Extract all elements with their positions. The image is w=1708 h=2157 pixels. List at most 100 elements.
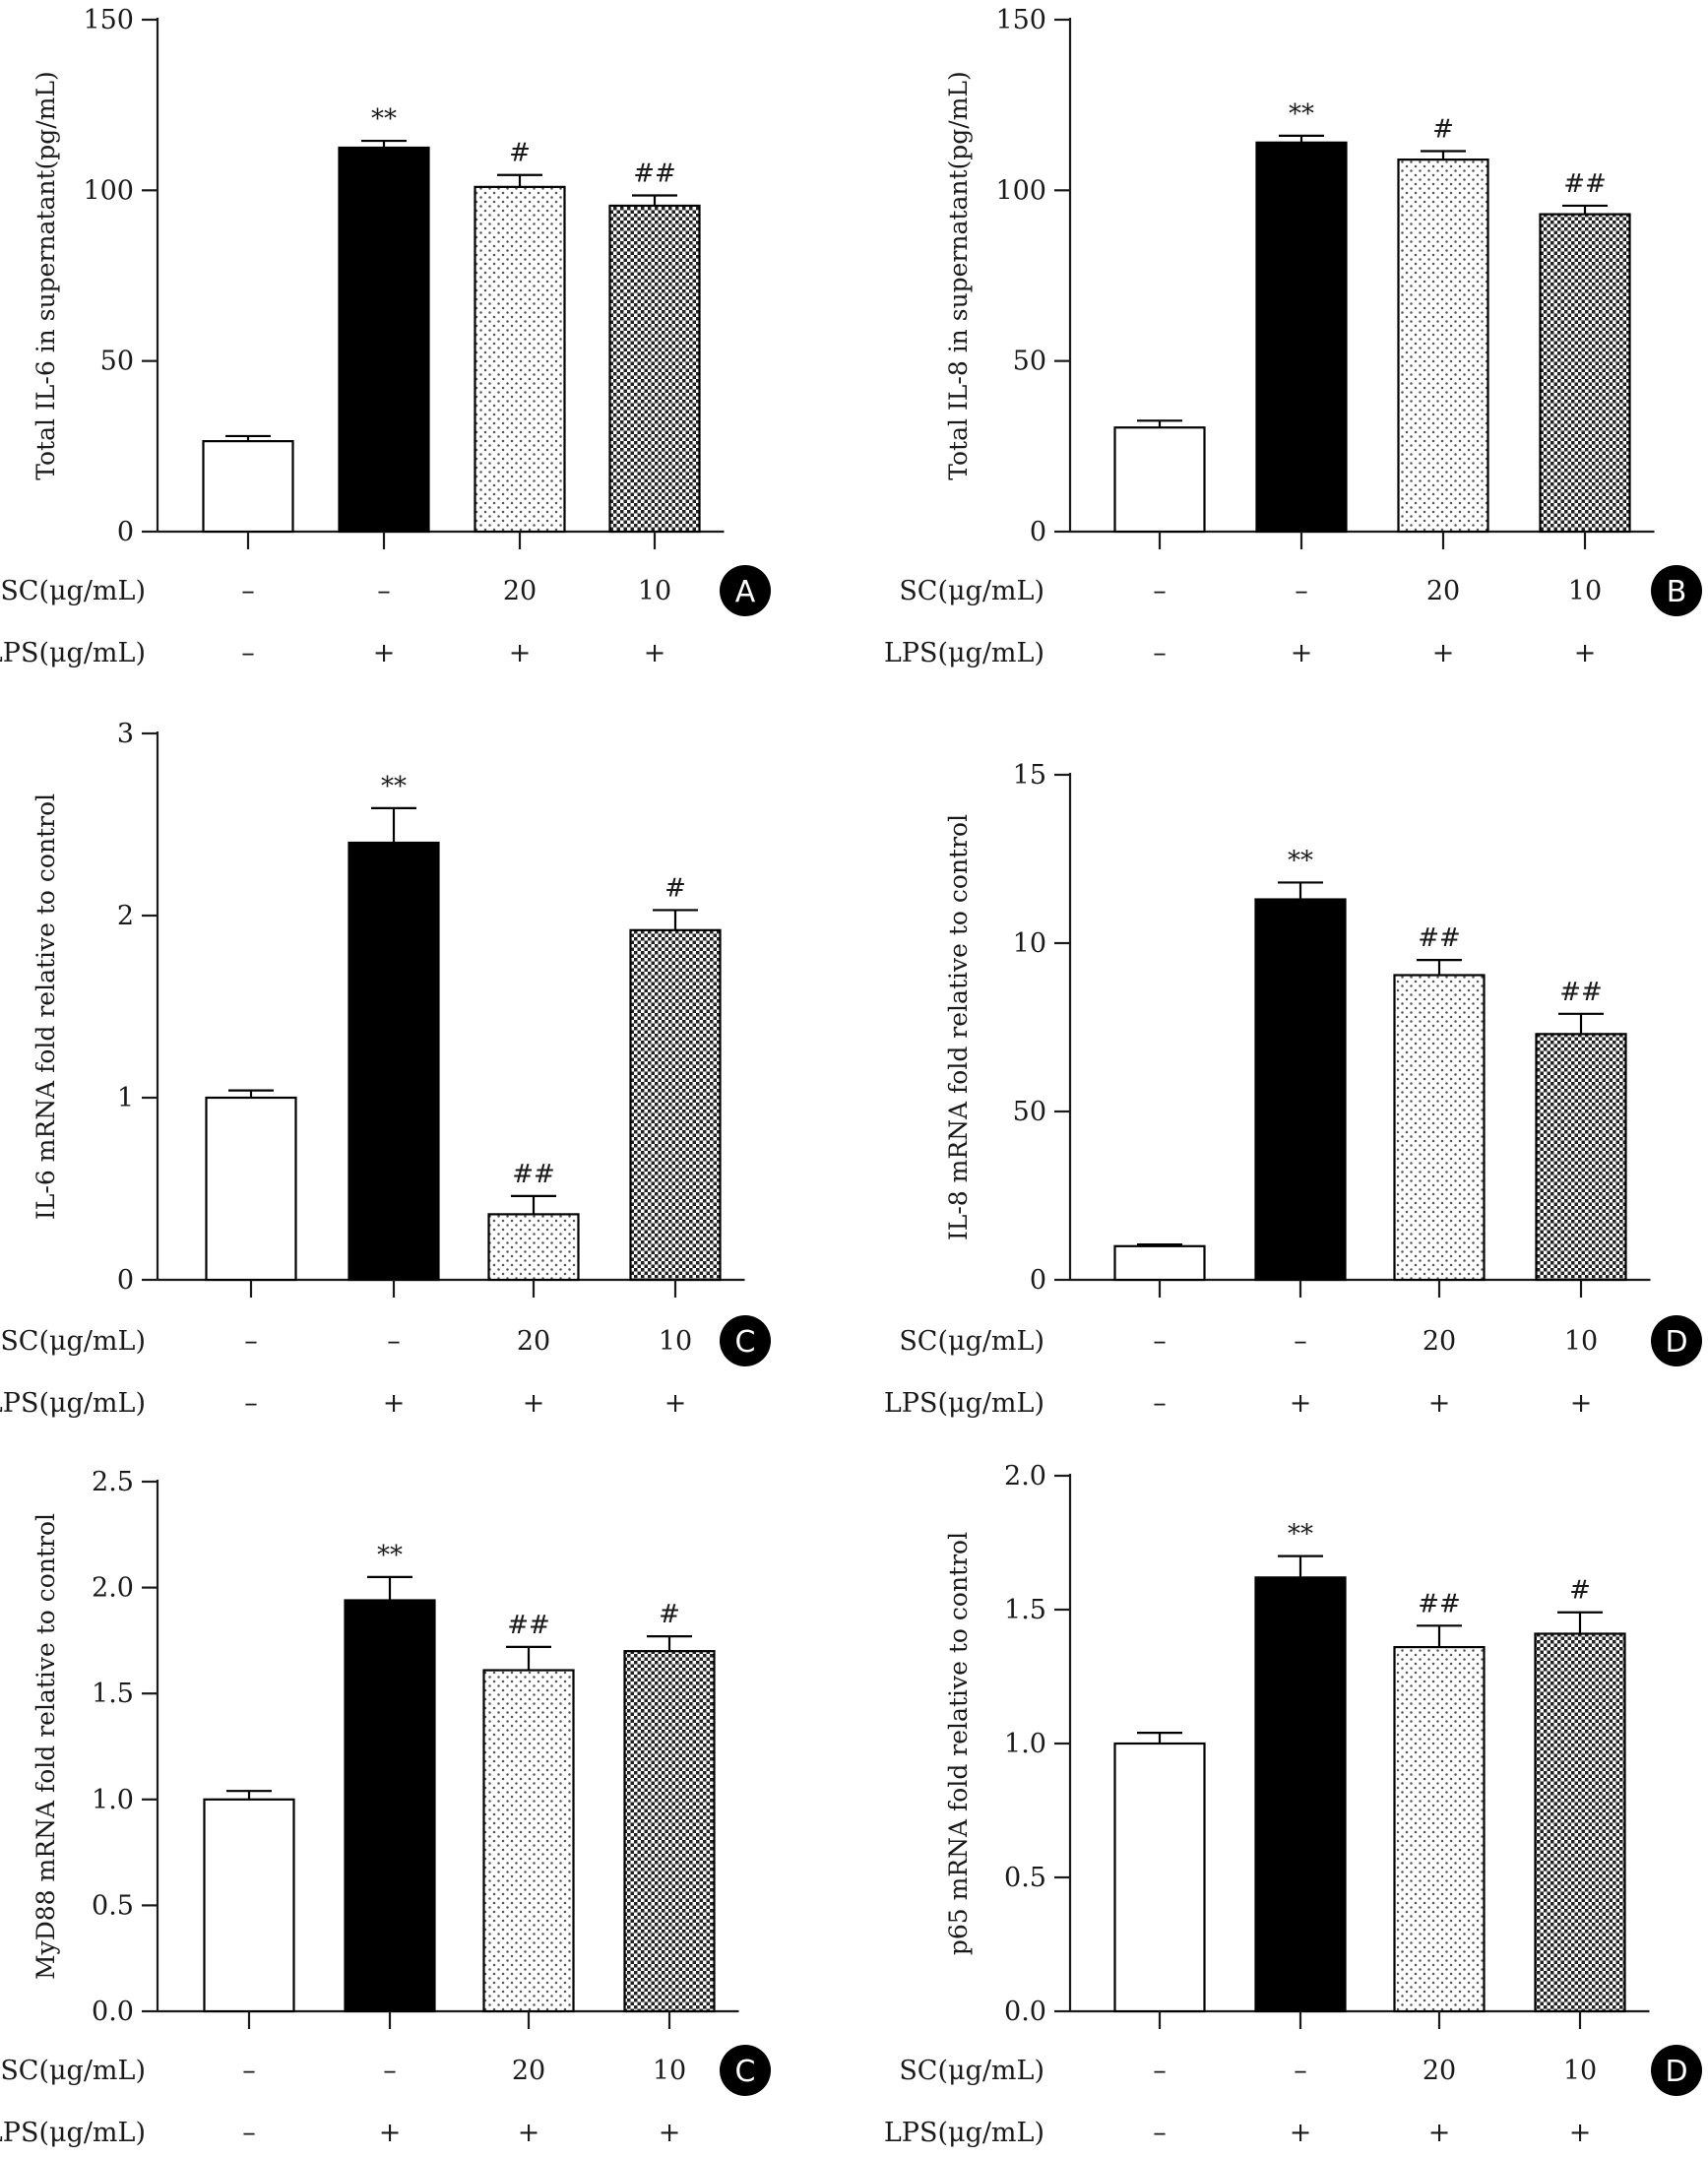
y-tick-label: 1.0 (92, 1785, 134, 1815)
significance-label: ** (377, 1541, 403, 1570)
lps-row-label: LPS(μg/mL) (0, 2118, 146, 2148)
y-tick-label: 2.0 (92, 1573, 134, 1604)
sc-value: 20 (1426, 576, 1460, 606)
lps-row-label: LPS(μg/mL) (884, 2118, 1044, 2148)
significance-label: ## (1559, 978, 1603, 1007)
lps-value: + (523, 1388, 545, 1419)
y-tick-label: 150 (995, 5, 1046, 35)
panel-letter: C (735, 2055, 756, 2089)
panel-letter: B (1667, 575, 1687, 609)
lps-value: + (518, 2118, 540, 2148)
y-tick-label: 1.5 (1004, 1595, 1046, 1625)
lps-value: + (1574, 638, 1597, 668)
y-tick-label: 100 (83, 175, 134, 206)
sc-value: 20 (517, 1326, 550, 1357)
lps-value: + (1428, 1388, 1451, 1419)
sc-value: 10 (653, 2056, 686, 2086)
significance-label: # (1432, 114, 1454, 144)
chart-panel: 0.0 0.5 1.0 1.5 2.0 2.5 MyD88 mRNA fold relati… (0, 1467, 771, 2148)
lps-value: + (1291, 638, 1313, 668)
y-tick-label: 2.5 (92, 1467, 134, 1497)
sc-value: 20 (512, 2056, 545, 2086)
bar (474, 185, 566, 534)
lps-value: – (1153, 1388, 1167, 1419)
bar (1254, 898, 1347, 1282)
significance-label: # (659, 1600, 680, 1629)
sc-row-label: SC(μg/mL) (0, 2056, 146, 2086)
lps-value: + (1290, 2118, 1312, 2148)
panel-badge (720, 1315, 771, 1366)
chart-panel: 0.0 0.5 1.0 1.5 2.0 p65 mRNA fold relative to… (884, 1461, 1702, 2148)
sc-value: – (387, 1326, 401, 1357)
panel-letter: D (1665, 1325, 1687, 1360)
significance-label: # (1569, 1576, 1591, 1606)
panel-letter: C (735, 1325, 756, 1360)
bar (1534, 1632, 1626, 2013)
sc-value: 10 (659, 1326, 692, 1357)
y-axis-label: Total IL-6 in supernatant(pg/mL) (32, 71, 60, 480)
sc-value: – (244, 1326, 258, 1357)
y-tick-label: 3 (117, 719, 134, 749)
sc-value: 20 (1423, 2056, 1456, 2086)
lps-value: + (379, 2118, 402, 2148)
y-tick-label: 15 (1013, 760, 1046, 791)
chart-panel: 0 1 2 3 IL-6 mRNA fold relative to control – –… (0, 719, 771, 1419)
lps-value: – (1153, 638, 1167, 668)
significance-label: # (509, 139, 531, 168)
panel-badge (720, 565, 771, 616)
bar (1539, 213, 1631, 534)
bar (1535, 1033, 1627, 1282)
significance-label: ## (1563, 169, 1607, 199)
panel-badge (1651, 2045, 1702, 2096)
lps-value: + (644, 638, 666, 668)
y-tick-label: 0.0 (1004, 1997, 1046, 2027)
sc-row-label: SC(μg/mL) (899, 1326, 1044, 1357)
sc-value: – (1153, 1326, 1167, 1357)
lps-value: + (659, 2118, 681, 2148)
y-tick-label: 0 (1030, 517, 1046, 547)
sc-value: 20 (503, 576, 537, 606)
sc-value: – (1153, 2056, 1167, 2086)
sc-value: – (242, 2056, 256, 2086)
bar (348, 841, 440, 1282)
y-tick-label: 50 (1013, 347, 1046, 377)
bar (1393, 974, 1486, 1282)
significance-label: # (664, 873, 686, 903)
significance-label: ** (1288, 1520, 1313, 1550)
lps-value: + (373, 638, 396, 668)
y-tick-label: 0 (117, 517, 134, 547)
sc-value: – (1295, 576, 1308, 606)
bar (1393, 1645, 1486, 2013)
lps-row-label: LPS(μg/mL) (0, 638, 146, 668)
y-tick-label: 1.0 (1004, 1729, 1046, 1759)
bar (1113, 1742, 1206, 2013)
significance-label: ** (381, 772, 407, 801)
sc-value: 10 (1563, 2056, 1597, 2086)
panel-letter: A (735, 575, 756, 609)
chart-panel: 0 50 100 150 Total IL-6 in supernatant(pg/mL… (0, 5, 771, 668)
lps-value: + (664, 1388, 687, 1419)
bar (1254, 1576, 1347, 2013)
bar (1255, 141, 1348, 534)
sc-value: – (377, 576, 391, 606)
bar (1397, 159, 1489, 534)
chart-panel: 0 50 10 15 IL-8 mRNA fold relative to contro… (884, 760, 1702, 1419)
panel-badge (1651, 1315, 1702, 1366)
lps-value: – (244, 1388, 258, 1419)
chart-panel: 0 50 100 150 Total IL-8 in supernatant(pg/mL… (884, 5, 1702, 668)
y-axis-label: Total IL-8 in supernatant(pg/mL) (944, 71, 973, 480)
bar (203, 1798, 295, 2013)
lps-value: + (383, 1388, 406, 1419)
lps-value: + (1432, 638, 1455, 668)
lps-row-label: LPS(μg/mL) (884, 1388, 1044, 1419)
sc-value: 10 (638, 576, 671, 606)
sc-value: – (1294, 2056, 1307, 2086)
y-tick-label: 50 (1013, 1097, 1046, 1127)
significance-label: ## (507, 1611, 550, 1640)
panel-badge (720, 2045, 771, 2096)
y-tick-label: 2 (117, 901, 134, 931)
sc-row-label: SC(μg/mL) (899, 2056, 1044, 2086)
lps-value: – (241, 638, 255, 668)
y-tick-label: 0 (1030, 1265, 1046, 1296)
y-tick-label: 150 (83, 5, 134, 35)
